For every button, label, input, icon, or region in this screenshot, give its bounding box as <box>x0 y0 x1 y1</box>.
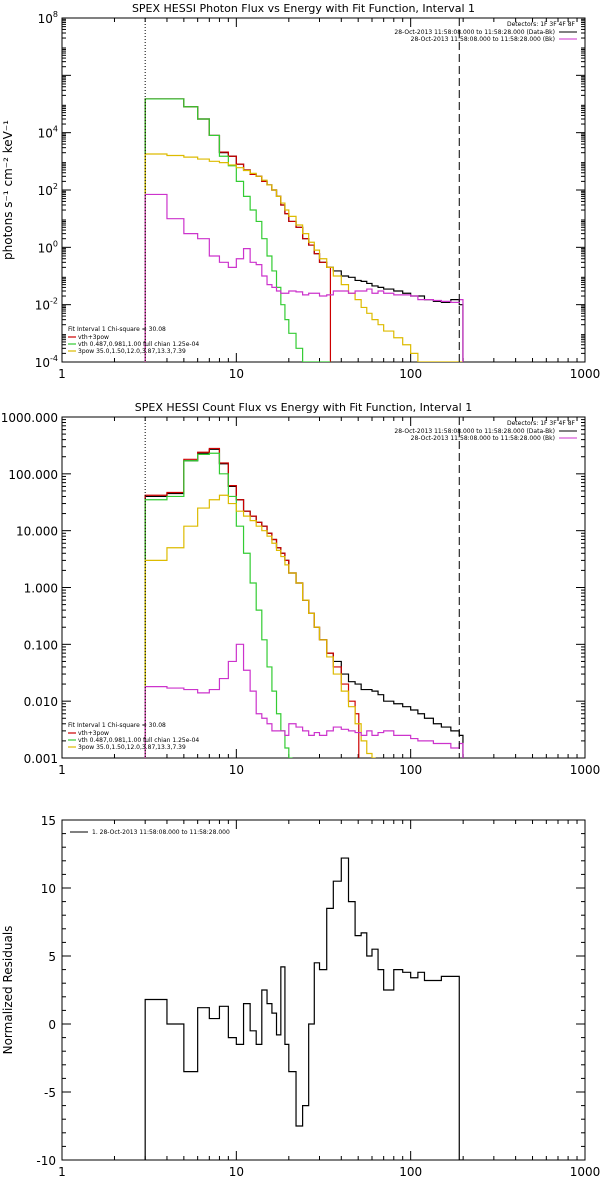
chart-panel-3: 1 10 100 1000 15 10 5 0 -5 -10 Normalized Residual… <box>1 814 600 1179</box>
series-3-line <box>144 98 331 362</box>
y-tick-label: 0.001 <box>24 752 58 766</box>
y-tick-label: 100 <box>38 239 58 255</box>
legend-right-text: 28-Oct-2013 11:58:08.000 to 11:58:28.000… <box>394 29 555 36</box>
x-tick-label: 10 <box>229 367 244 381</box>
plot-frame <box>61 17 586 363</box>
y-axis-label: Normalized Residuals <box>1 926 15 1055</box>
series-1-line <box>144 857 463 1160</box>
series-1-line <box>144 448 464 758</box>
y-tick-label: 10 <box>41 882 56 896</box>
chart-panel-2: SPEX HESSI Count Flux vs Energy with Fit… <box>1 401 600 777</box>
legend-left-text: 3pow 35.0,1.50,12.0,3.87,13.3,7.39 <box>78 744 186 751</box>
x-tick-label: 10 <box>229 763 244 777</box>
y-tick-label: 100.000 <box>8 468 58 482</box>
series-2-line <box>144 447 360 758</box>
y-tick-label: -10 <box>36 1154 56 1168</box>
series-5-line <box>144 643 464 758</box>
fit-legend-header: Fit Interval 1 Chi-square = 30.08 <box>68 326 166 333</box>
plot-frame <box>61 416 586 759</box>
series-3-line <box>144 452 293 758</box>
x-tick-label: 1 <box>58 1165 66 1179</box>
legend-right-text: 28-Oct-2013 11:58:08.000 to 11:58:28.000… <box>411 36 555 43</box>
y-tick-label: 0.010 <box>24 695 58 709</box>
y-tick-label: 0.100 <box>24 638 58 652</box>
legend-left-text: 3pow 35.0,1.50,12.0,3.87,13.3,7.39 <box>78 348 186 355</box>
x-tick-label: 1 <box>58 367 66 381</box>
x-tick-label: 100 <box>399 763 422 777</box>
y-tick-label: 10-2 <box>35 297 58 313</box>
y-tick-label: 108 <box>38 10 58 26</box>
y-tick-label: 15 <box>41 814 56 828</box>
y-tick-label: 10-4 <box>35 354 58 370</box>
chart-panel-1: SPEX HESSI Photon Flux vs Energy with Fi… <box>1 2 600 381</box>
x-tick-label: 10 <box>229 1165 244 1179</box>
legend-right-text: 28-Oct-2013 11:58:08.000 to 11:58:28.000… <box>394 428 555 435</box>
series-4-line <box>144 494 376 758</box>
legend-left-text: vth 0.487,0.981,1.00 full chian 1.25e-04 <box>78 341 199 348</box>
residual-legend-text: 1. 28-Oct-2013 11:58:08.000 to 11:58:28.… <box>92 829 230 836</box>
x-tick-label: 1000 <box>570 1165 600 1179</box>
y-tick-label: 104 <box>38 125 58 141</box>
series-4-line <box>144 153 463 362</box>
x-tick-label: 100 <box>399 1165 422 1179</box>
x-tick-label: 100 <box>399 367 422 381</box>
x-tick-label: 1000 <box>570 763 600 777</box>
series-group <box>144 98 464 362</box>
legend-left-text: vth+3pow <box>78 730 109 737</box>
y-tick-label: 5 <box>48 950 56 964</box>
legend-left-text: vth 0.487,0.981,1.00 full chian 1.25e-04 <box>78 737 199 744</box>
fit-legend-header: Fit Interval 1 Chi-square = 30.08 <box>68 722 166 729</box>
y-tick-label: 0 <box>48 1018 56 1032</box>
legend-left-text: vth+3pow <box>78 334 109 341</box>
y-tick-label: 1000.000 <box>1 411 58 425</box>
chart-title: SPEX HESSI Count Flux vs Energy with Fit… <box>135 401 472 414</box>
x-tick-label: 1000 <box>570 367 600 381</box>
y-tick-label: 1.000 <box>24 582 58 596</box>
series-group <box>144 857 463 1160</box>
y-tick-label: 10.000 <box>16 525 58 539</box>
series-5-line <box>144 193 464 362</box>
legend-right-text: 28-Oct-2013 11:58:08.000 to 11:58:28.000… <box>411 435 555 442</box>
plot-frame <box>61 819 586 1161</box>
x-tick-label: 1 <box>58 763 66 777</box>
detectors-label: Detectors: 1F 3F 4F 8F <box>507 420 576 427</box>
chart-title: SPEX HESSI Photon Flux vs Energy with Fi… <box>132 2 475 15</box>
series-1-line <box>144 98 464 362</box>
y-tick-label: 102 <box>38 182 58 198</box>
y-tick-label: -5 <box>44 1086 56 1100</box>
detectors-label: Detectors: 1F 3F 4F 8F <box>507 21 576 28</box>
series-group <box>144 447 464 758</box>
y-axis-label: photons s⁻¹ cm⁻² keV⁻¹ <box>1 120 15 260</box>
